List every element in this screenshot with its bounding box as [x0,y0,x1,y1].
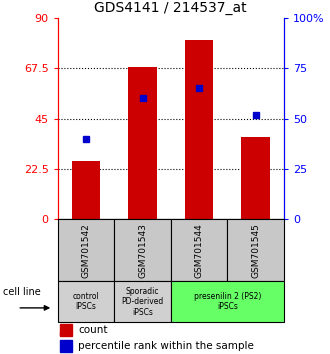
Text: GSM701543: GSM701543 [138,223,147,278]
Title: GDS4141 / 214537_at: GDS4141 / 214537_at [94,1,247,15]
Bar [171,219,227,281]
Text: GSM701542: GSM701542 [82,223,90,278]
Bar [60,340,73,353]
Bar [171,281,284,322]
Text: cell line: cell line [3,287,41,297]
Text: GSM701545: GSM701545 [251,223,260,278]
Bar [58,219,114,281]
Bar [114,281,171,322]
Text: percentile rank within the sample: percentile rank within the sample [78,341,254,352]
Bar [242,137,270,219]
Text: control
IPSCs: control IPSCs [73,292,99,312]
Text: Sporadic
PD-derived
iPSCs: Sporadic PD-derived iPSCs [121,287,164,317]
Text: count: count [78,325,108,336]
Bar [227,219,284,281]
Bar [114,219,171,281]
Bar [60,332,61,335]
Bar [60,324,73,336]
Bar [185,40,213,219]
Bar [72,161,100,219]
Bar [58,281,114,322]
Bar [128,67,157,219]
Text: presenilin 2 (PS2)
iPSCs: presenilin 2 (PS2) iPSCs [194,292,261,312]
Text: GSM701544: GSM701544 [194,223,204,278]
